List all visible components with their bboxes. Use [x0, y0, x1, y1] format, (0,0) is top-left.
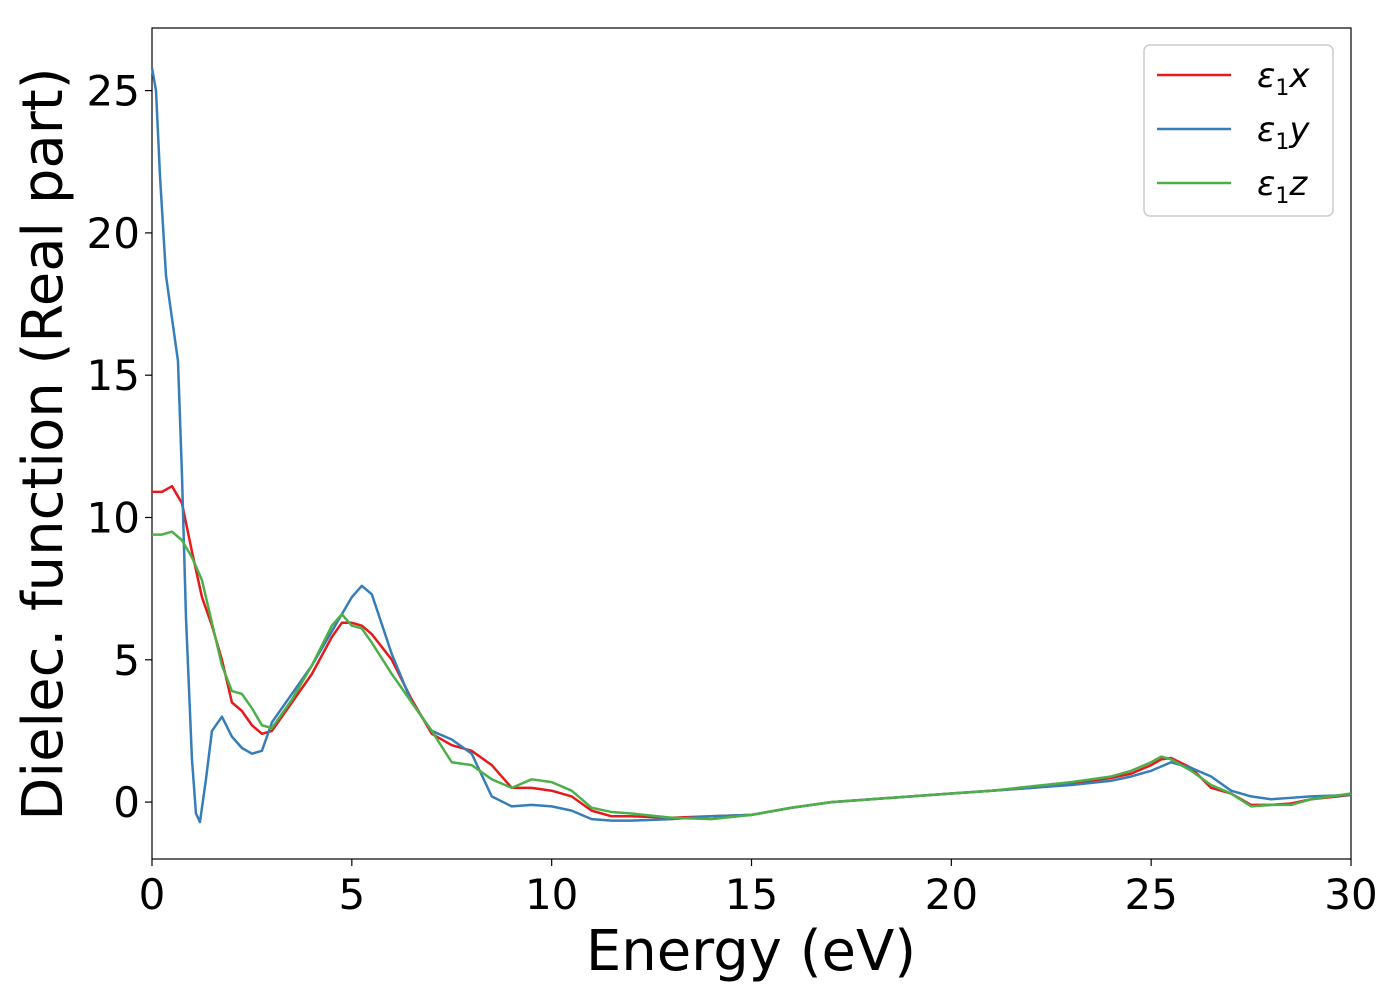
- x-tick-label: 5: [338, 870, 365, 919]
- x-tick-label: 0: [139, 870, 166, 919]
- x-axis-label: Energy (eV): [586, 919, 916, 984]
- legend: ε1x ε1y ε1z: [1143, 44, 1334, 217]
- legend-entries: ε1x ε1y ε1z: [1157, 56, 1310, 209]
- legend-label-z: ε1z: [1257, 164, 1308, 209]
- legend-label-y: ε1y: [1257, 110, 1310, 155]
- y-axis-label: Dielec. function (Real part): [11, 67, 76, 820]
- legend-label-x: ε1x: [1257, 56, 1310, 101]
- x-tick-label: 20: [925, 870, 978, 919]
- legend-box: [1143, 44, 1334, 217]
- x-tick-label: 15: [725, 870, 778, 919]
- y-tick-label: 10: [87, 493, 140, 542]
- y-tick-label: 15: [87, 351, 140, 400]
- series-line-x: [152, 484, 1352, 819]
- series-line-z: [152, 530, 1352, 821]
- series-layer: [150, 67, 1352, 824]
- x-tick-label: 10: [525, 870, 578, 919]
- x-tick-label: 25: [1124, 870, 1177, 919]
- y-tick-label: 5: [113, 636, 140, 685]
- ticks-layer: 0 5 10 15 20 25 30 0 5 10 15 20 25: [87, 67, 1378, 919]
- series-line-y: [150, 67, 1352, 824]
- y-tick-label: 0: [113, 778, 140, 827]
- y-tick-label: 25: [87, 67, 140, 116]
- x-tick-label: 30: [1324, 870, 1377, 919]
- y-tick-label: 20: [87, 209, 140, 258]
